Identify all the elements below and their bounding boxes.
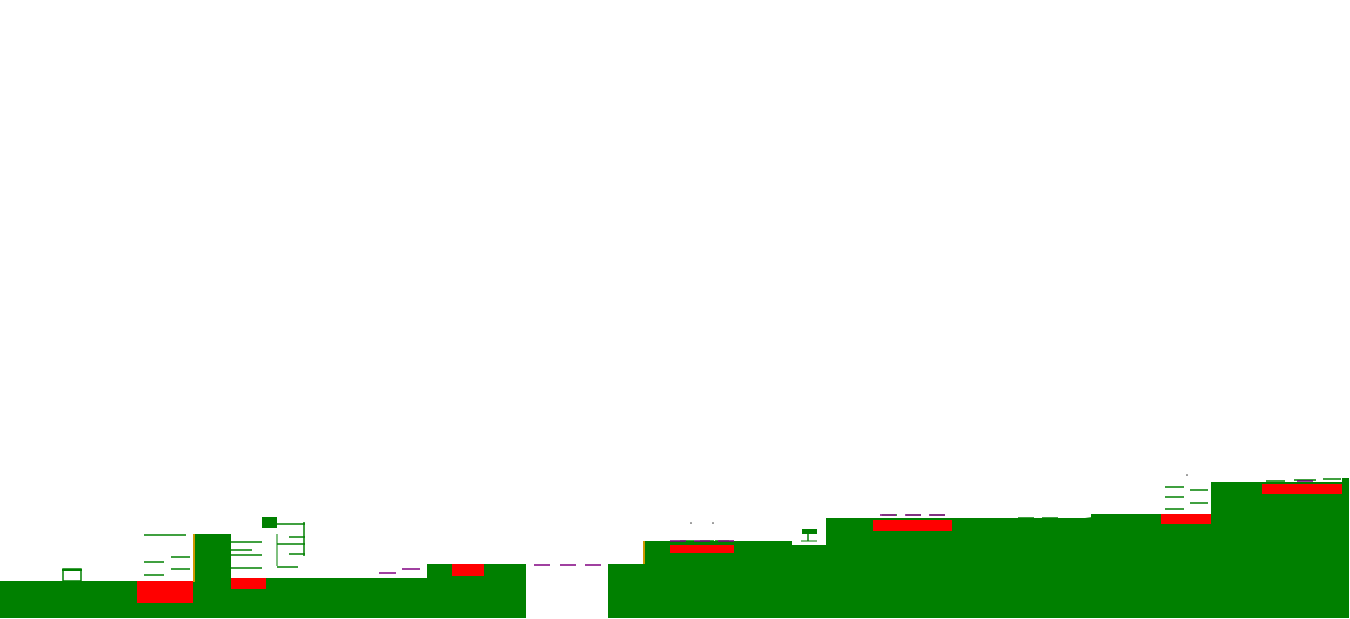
ground-block: [608, 564, 645, 618]
ground-block: [231, 589, 266, 618]
ground-block: [1091, 514, 1211, 618]
bridge-layer: [379, 480, 1313, 574]
marker: [690, 522, 692, 524]
ledge-layer: [144, 478, 1341, 576]
ground-block: [137, 603, 193, 618]
ground-block: [0, 581, 137, 618]
hazard-pit: [1161, 514, 1211, 524]
hazard-pit: [137, 581, 193, 603]
ground-edge: [193, 534, 195, 582]
ground-block: [193, 534, 231, 618]
ground-block: [826, 518, 1091, 618]
hazard-layer: [137, 484, 1342, 603]
marker: [1186, 474, 1188, 476]
signpost: [802, 529, 817, 534]
ground-layer: [0, 478, 1349, 618]
marker: [712, 522, 714, 524]
hazard-pit: [1262, 484, 1342, 494]
hazard-pit: [670, 545, 734, 553]
ground-slope: [1085, 514, 1115, 520]
ground-block: [645, 541, 792, 618]
prop-layer: [62, 474, 1188, 582]
ground-wall: [1342, 478, 1349, 618]
ground-block: [266, 578, 427, 618]
ground-block: [1211, 482, 1348, 618]
floating-block: [262, 517, 277, 528]
hazard-pit: [452, 564, 484, 576]
hazard-pit: [873, 520, 952, 531]
ground-block: [792, 545, 826, 618]
ground-edge: [643, 541, 645, 564]
hazard-pit: [231, 578, 266, 589]
